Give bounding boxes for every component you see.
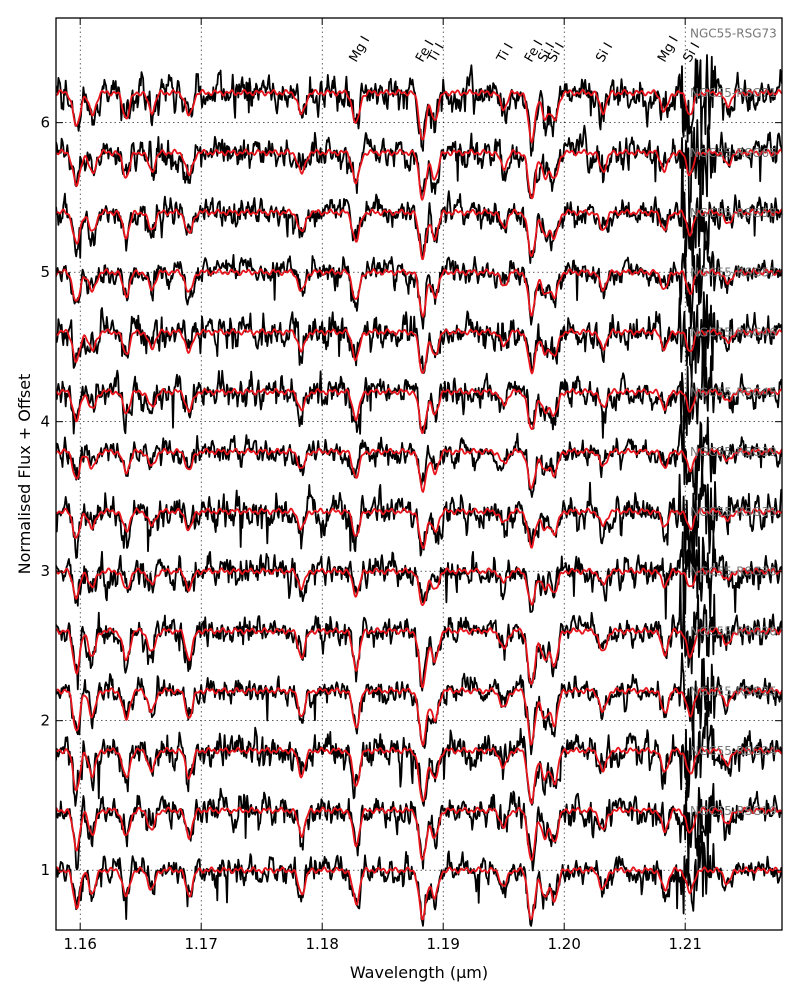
x-tick-label: 1.18 (305, 935, 338, 953)
star-label: NGC55-RSG26 (690, 624, 777, 638)
model-spectrum-line (56, 328, 782, 375)
axis-ticks: 1.16 1.17 1.18 1.19 1.20 1.21 1 2 3 4 5 6 (40, 18, 782, 953)
model-spectrum-line (56, 268, 782, 318)
model-spectrum-line (56, 627, 782, 689)
x-tick-label: 1.19 (426, 935, 459, 953)
observed-spectrum-line (56, 54, 782, 157)
star-label: NGC55-RSG57 (690, 266, 777, 280)
line-id-labels: Mg I Fe ITi I Ti I Fe ISi ISi I Si I Mg ISi I (347, 34, 704, 66)
model-spectrum-line (56, 507, 782, 550)
star-label: NGC55-RSG35 (690, 505, 777, 519)
star-labels: NGC55-RSG19 NGC55-RSG24 NGC55-RSG25 NGC55-R… (690, 26, 777, 817)
y-tick-label: 1 (40, 861, 50, 879)
star-label: NGC55-RSG19 (690, 804, 777, 818)
star-label: NGC55-RSG25 (690, 684, 777, 698)
x-tick-label: 1.21 (668, 935, 701, 953)
x-tick-label: 1.16 (63, 935, 96, 953)
x-axis-title: Wavelength (μm) (350, 963, 488, 982)
star-label: NGC55-RSG71 (690, 86, 777, 100)
x-tick-label: 1.17 (184, 935, 217, 953)
star-label: NGC55-RSG58 (690, 206, 777, 220)
spectra-group (56, 54, 782, 927)
model-spectrum-line (56, 687, 782, 747)
model-spectrum-line (56, 148, 782, 201)
star-label: NGC55-RSG46 (690, 325, 777, 339)
star-label: NGC55-RSG30 (690, 565, 777, 579)
model-spectrum-line (56, 746, 782, 805)
star-label: NGC55-RSG73 (690, 26, 777, 40)
model-spectrum-line (56, 866, 782, 921)
star-label: NGC55-RSG24 (690, 744, 777, 758)
plot-frame (55, 17, 783, 931)
model-spectrum-line (56, 806, 782, 861)
model-spectrum-line (56, 208, 782, 261)
model-spectrum-line (56, 88, 782, 144)
y-tick-label: 4 (40, 413, 50, 431)
y-tick-label: 5 (40, 263, 50, 281)
star-label: NGC55-RSG65 (690, 146, 777, 160)
y-axis-title: Normalised Flux + Offset (15, 374, 34, 575)
x-tick-label: 1.20 (547, 935, 580, 953)
star-label: NGC55-RSG39 (690, 445, 777, 459)
model-spectrum-line (56, 447, 782, 493)
y-tick-label: 2 (40, 712, 50, 730)
y-tick-label: 3 (40, 562, 50, 580)
model-spectrum-line (56, 387, 782, 435)
model-spectrum-line (56, 567, 782, 606)
star-label: NGC55-RSG45 (690, 385, 777, 399)
y-tick-label: 6 (40, 114, 50, 132)
